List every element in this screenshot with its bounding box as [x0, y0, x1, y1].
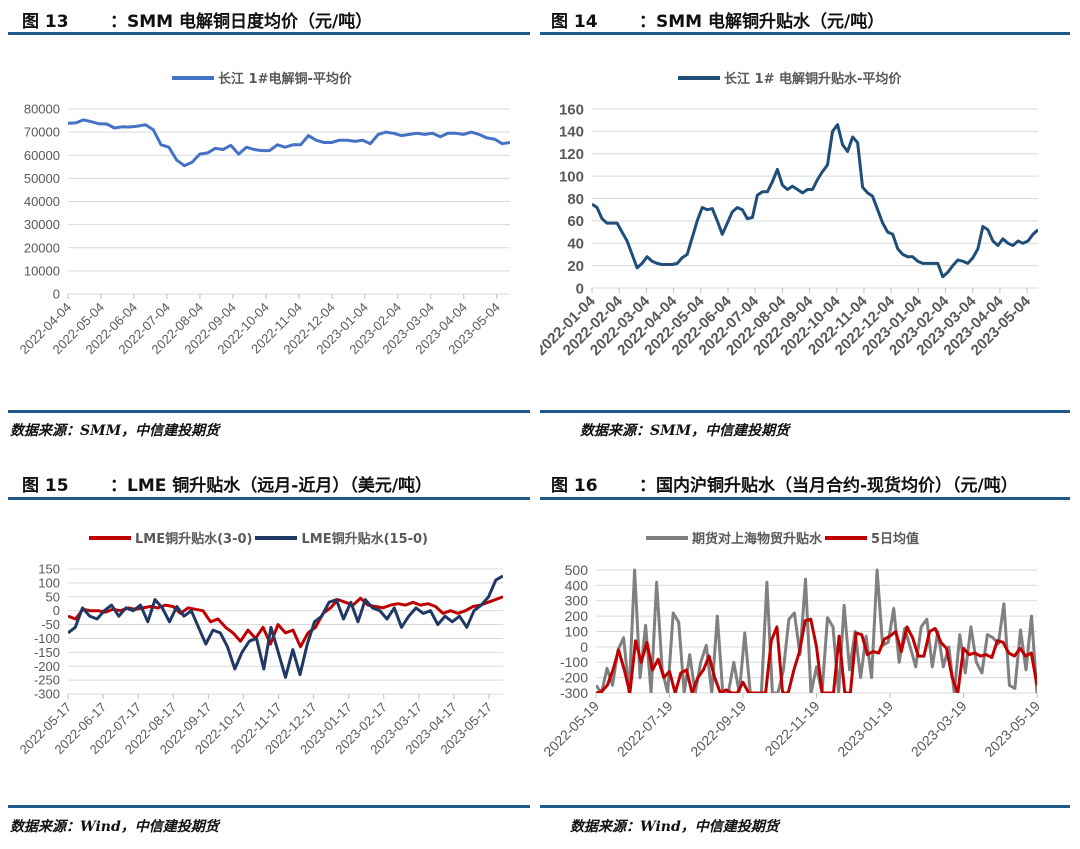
figure-13-title-text: ：SMM 电解铜日度均价（元/吨） — [110, 12, 373, 32]
legend-label: 5日均值 — [871, 532, 920, 547]
x-tick-label: 2022-11-19 — [761, 698, 822, 759]
figure-15-label: 图 15 — [22, 476, 69, 496]
chart-13-plot: 80000 70000 60000 50000 40000 30000 20000 10000… — [16, 102, 510, 357]
legend-swatch — [646, 535, 688, 540]
legend-swatch — [678, 75, 720, 80]
figure-15-top-rule — [8, 497, 530, 500]
y-tick-label: -50 — [41, 617, 60, 632]
x-tick-label: 2023-03-19 — [908, 698, 970, 760]
legend-label: 期货对上海物贸升贴水 — [692, 532, 823, 547]
y-tick-label: 150 — [38, 562, 60, 577]
figure-16-source: 数据来源：Wind，中信建投期货 — [570, 819, 779, 835]
figure-13-source: 数据来源：SMM，中信建投期货 — [10, 423, 220, 439]
figure-13-title: 图 13 ：SMM 电解铜日度均价（元/吨） — [22, 7, 372, 32]
figure-15-source: 数据来源：Wind，中信建投期货 — [10, 819, 219, 835]
y-tick-label: -300 — [34, 687, 60, 702]
y-tick-label: 200 — [565, 608, 589, 624]
figure-14-title: 图 14 ：SMM 电解铜升贴水（元/吨） — [551, 7, 884, 32]
y-tick-label: 70000 — [24, 125, 60, 140]
x-tick-label: 2023-05-19 — [981, 698, 1043, 760]
figure-14-source: 数据来源：SMM，中信建投期货 — [580, 423, 790, 439]
figure-13-label: 图 13 — [22, 12, 69, 32]
series-line — [592, 123, 1038, 279]
figure-16-label: 图 16 — [551, 476, 598, 496]
y-tick-label: 40000 — [24, 194, 60, 209]
figure-14-bottom-rule — [540, 410, 1070, 413]
figure-14-label: 图 14 — [551, 12, 598, 32]
figure-15-legend: LME铜升贴水(3-0) LME铜升贴水(15-0) — [89, 528, 431, 547]
figure-13-legend: 长江 1#电解铜-平均价 — [172, 68, 355, 87]
figure-14-title-text: ：SMM 电解铜升贴水（元/吨） — [639, 12, 885, 32]
y-tick-label: -100 — [560, 654, 588, 670]
y-tick-label: -100 — [34, 631, 60, 646]
y-tick-label: 30000 — [24, 217, 60, 232]
legend-label: LME铜升贴水(15-0) — [301, 532, 428, 547]
y-tick-label: 0 — [53, 287, 60, 302]
y-tick-label: -150 — [34, 645, 60, 660]
figure-15-bottom-rule — [8, 805, 530, 808]
x-tick-label: 2022-05-19 — [540, 698, 602, 760]
x-tick-label: 2022-07-19 — [614, 698, 676, 760]
figure-14-legend: 长江 1# 电解铜升贴水-平均价 — [678, 68, 904, 87]
legend-swatch — [89, 535, 131, 540]
legend-swatch — [255, 535, 298, 540]
y-tick-label: 50000 — [24, 171, 60, 186]
y-tick-label: 140 — [559, 124, 584, 141]
legend-label: LME铜升贴水(3-0) — [135, 532, 253, 547]
y-tick-label: 0 — [53, 603, 60, 618]
y-tick-label: 80000 — [24, 102, 60, 117]
figure-13-bottom-rule — [8, 410, 530, 413]
y-tick-label: 100 — [559, 168, 584, 185]
figure-16-title-text: ：国内沪铜升贴水（当月合约-现货均价）（元/吨） — [639, 476, 1018, 496]
chart-15-plot: 150100500-50-100-150-200-250-3002022-05-… — [16, 562, 503, 757]
y-tick-label: 60000 — [24, 148, 60, 163]
y-tick-label: -250 — [34, 673, 60, 688]
y-tick-label: 20 — [567, 258, 584, 275]
y-tick-label: 0 — [576, 280, 584, 297]
y-tick-label: 0 — [580, 639, 588, 655]
y-tick-label: -200 — [560, 670, 588, 686]
chart-14-plot: 1601401201008060402002022-01-042022-02-0… — [540, 101, 1038, 359]
y-tick-label: 40 — [567, 236, 584, 253]
y-tick-label: 120 — [559, 146, 584, 163]
y-tick-label: 50 — [46, 589, 60, 604]
legend-label: 长江 1#电解铜-平均价 — [218, 72, 352, 87]
x-tick-label: 2022-09-19 — [687, 698, 749, 760]
figure-16-title: 图 16 ：国内沪铜升贴水（当月合约-现货均价）（元/吨） — [551, 471, 1018, 496]
figure-14-top-rule — [540, 32, 1070, 35]
y-tick-label: 160 — [559, 101, 584, 118]
y-tick-label: 300 — [565, 593, 589, 609]
y-tick-label: 60 — [567, 213, 584, 230]
y-tick-label: 500 — [565, 562, 589, 578]
y-tick-label: 80 — [567, 191, 584, 208]
y-tick-label: 100 — [565, 623, 589, 639]
y-tick-label: 10000 — [24, 263, 60, 278]
figure-16-top-rule — [540, 497, 1070, 500]
legend-swatch — [825, 535, 868, 540]
series-line — [68, 118, 510, 168]
series-line — [68, 574, 503, 679]
legend-swatch — [172, 75, 214, 80]
figure-16-bottom-rule — [540, 805, 1070, 808]
x-tick-label: 2023-01-19 — [834, 698, 896, 760]
y-tick-label: -300 — [560, 685, 588, 701]
figure-16-legend: 期货对上海物贸升贴水 5日均值 — [646, 528, 922, 547]
figure-15-title: 图 15 ：LME 铜升贴水（远月-近月）（美元/吨） — [22, 471, 432, 496]
figure-15-title-text: ：LME 铜升贴水（远月-近月）（美元/吨） — [110, 476, 433, 496]
y-tick-label: -200 — [34, 659, 60, 674]
figure-13-top-rule — [8, 32, 530, 35]
series-line — [596, 617, 1037, 693]
y-tick-label: 100 — [38, 575, 60, 590]
y-tick-label: 400 — [565, 577, 589, 593]
legend-label: 长江 1# 电解铜升贴水-平均价 — [724, 72, 902, 87]
y-tick-label: 20000 — [24, 240, 60, 255]
